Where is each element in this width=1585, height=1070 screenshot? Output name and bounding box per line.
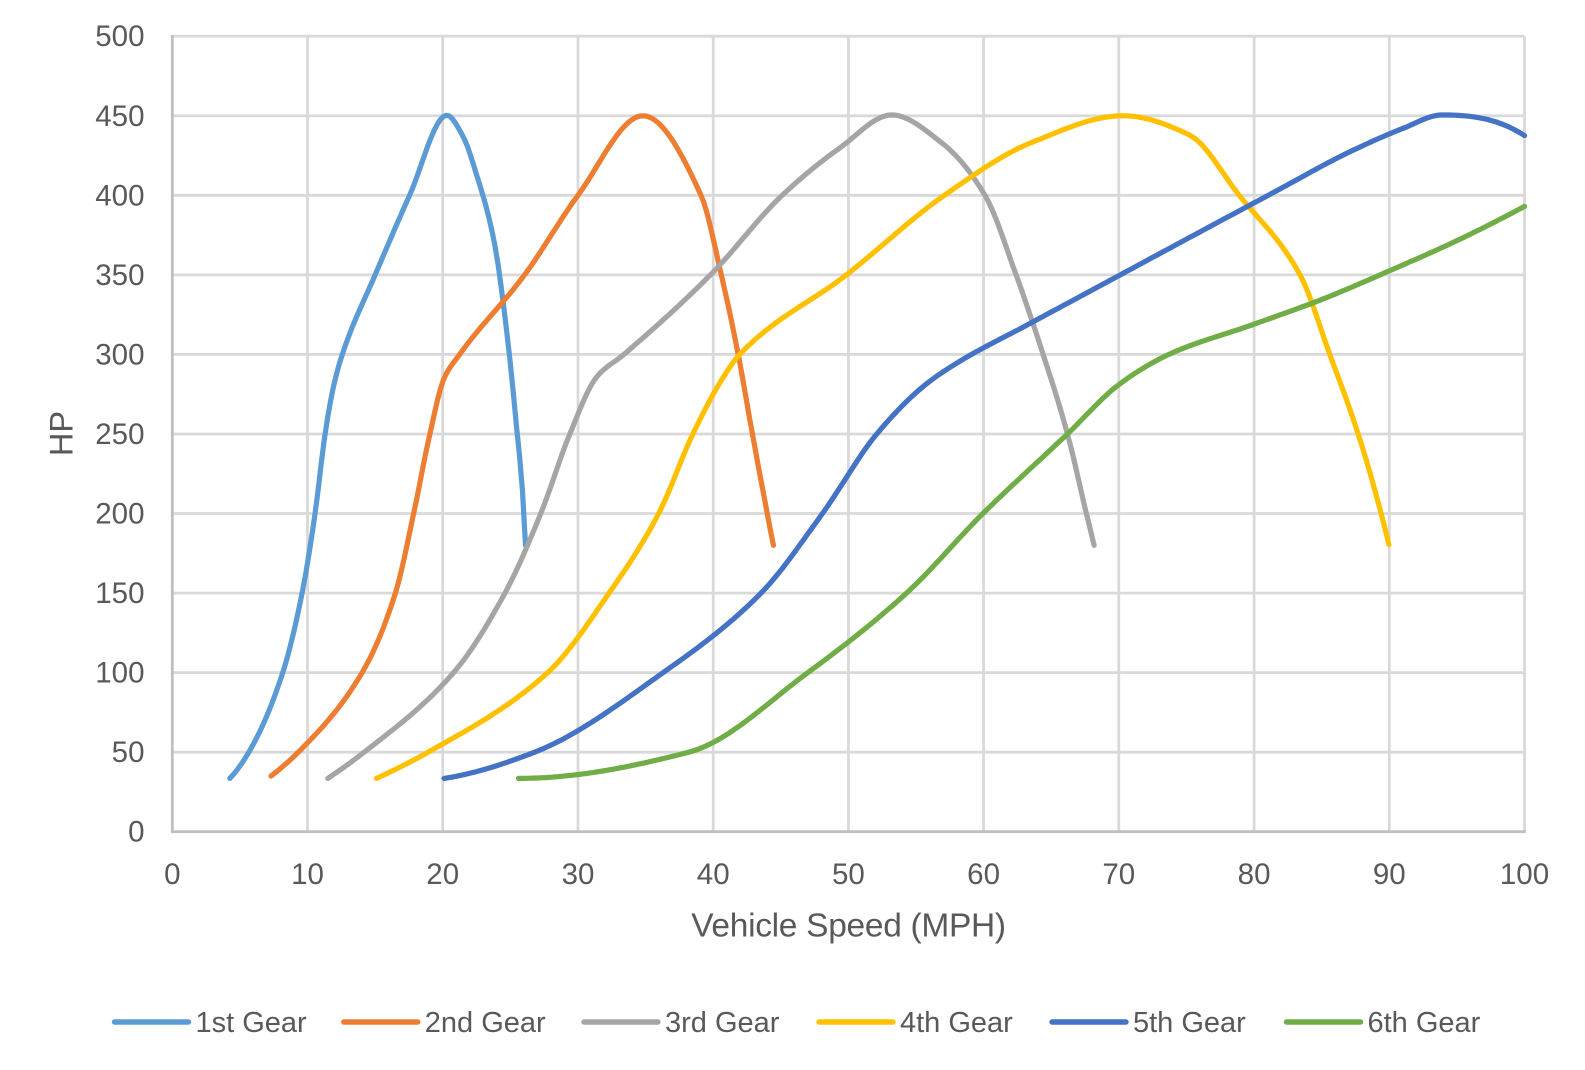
svg-text:200: 200: [95, 498, 144, 531]
svg-text:50: 50: [832, 858, 865, 891]
svg-text:100: 100: [95, 657, 144, 690]
svg-text:0: 0: [128, 816, 144, 849]
svg-text:20: 20: [426, 858, 459, 891]
svg-text:300: 300: [95, 338, 144, 371]
svg-text:0: 0: [164, 858, 180, 891]
svg-text:50: 50: [112, 736, 145, 769]
svg-text:400: 400: [95, 179, 144, 212]
svg-text:Vehicle Speed (MPH): Vehicle Speed (MPH): [691, 908, 1006, 945]
svg-text:5th Gear: 5th Gear: [1133, 1007, 1246, 1039]
svg-text:90: 90: [1373, 858, 1406, 891]
svg-text:1st Gear: 1st Gear: [196, 1007, 308, 1039]
svg-text:250: 250: [95, 418, 144, 451]
svg-text:150: 150: [95, 577, 144, 610]
svg-text:500: 500: [95, 20, 144, 53]
svg-text:40: 40: [697, 858, 730, 891]
svg-text:350: 350: [95, 259, 144, 292]
svg-text:100: 100: [1500, 858, 1549, 891]
svg-text:4th Gear: 4th Gear: [900, 1007, 1013, 1039]
svg-text:HP: HP: [44, 411, 80, 456]
svg-text:80: 80: [1238, 858, 1271, 891]
svg-text:2nd Gear: 2nd Gear: [425, 1007, 546, 1039]
svg-text:6th Gear: 6th Gear: [1368, 1007, 1481, 1039]
svg-text:3rd Gear: 3rd Gear: [665, 1007, 780, 1039]
svg-text:10: 10: [291, 858, 324, 891]
svg-text:30: 30: [562, 858, 595, 891]
svg-text:70: 70: [1102, 858, 1135, 891]
svg-text:450: 450: [95, 100, 144, 133]
svg-text:60: 60: [967, 858, 1000, 891]
